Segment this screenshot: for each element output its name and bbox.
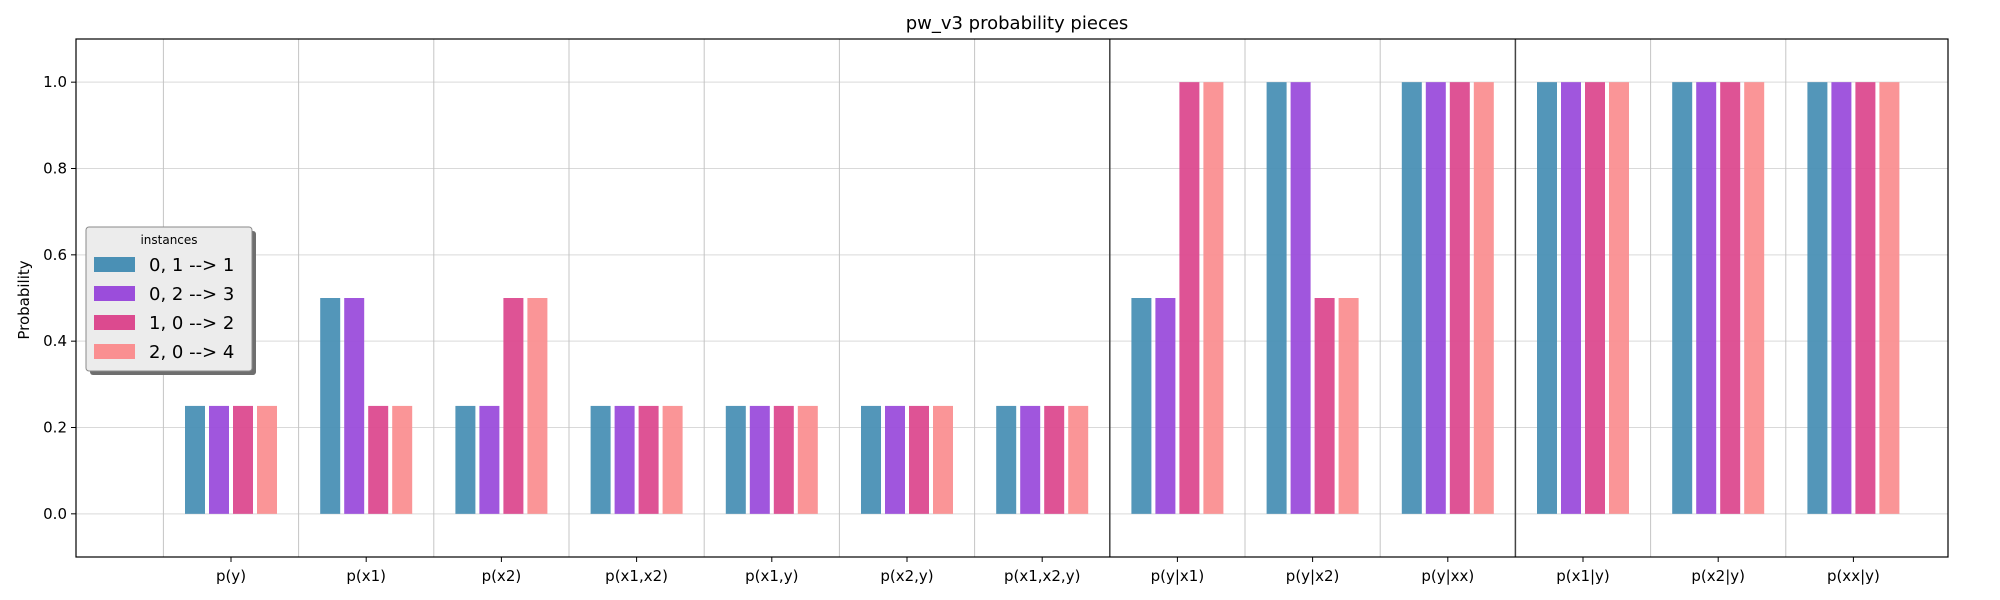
bar	[1179, 82, 1200, 514]
bar	[1131, 298, 1152, 514]
bar	[344, 298, 365, 514]
x-tick-label: p(y|xx)	[1421, 567, 1474, 585]
bar	[1401, 82, 1422, 514]
legend-label: 0, 2 --> 3	[149, 284, 234, 305]
x-tick-label: p(xx|y)	[1827, 567, 1880, 585]
legend-label: 0, 1 --> 1	[149, 255, 234, 276]
y-tick-label: 0.4	[43, 332, 67, 350]
bar	[773, 405, 794, 514]
x-tick-label: p(x1,x2)	[605, 567, 668, 585]
bar	[209, 405, 229, 514]
bar	[933, 405, 953, 514]
legend-swatch	[94, 315, 135, 330]
bar	[1585, 82, 1605, 514]
bar	[1338, 298, 1359, 514]
bar	[1203, 82, 1224, 514]
bar	[479, 405, 500, 514]
bar	[1696, 82, 1717, 514]
legend-title: instances	[140, 233, 197, 247]
y-tick-label: 0.2	[43, 419, 67, 437]
bar	[1266, 82, 1287, 514]
legend-swatch	[94, 257, 135, 272]
bar	[1609, 82, 1629, 514]
bar	[1720, 82, 1741, 514]
x-tick-label: p(x2)	[482, 567, 522, 585]
x-tick-label: p(x2,y)	[880, 567, 933, 585]
bar	[1473, 82, 1494, 514]
bar	[233, 405, 253, 514]
x-tick-label: p(x1,x2,y)	[1004, 567, 1080, 585]
y-tick-label: 0.8	[43, 160, 67, 178]
chart-title: pw_v3 probability pieces	[906, 13, 1129, 34]
legend: instances 0, 1 --> 1 0, 2 --> 3 1, 0 --> 2 2…	[85, 226, 256, 375]
bar	[1879, 82, 1900, 514]
x-tick-label: p(x1,y)	[745, 567, 798, 585]
y-axis-label: Probability	[15, 260, 33, 339]
bar	[1807, 82, 1828, 514]
x-tick-label: p(y|x1)	[1151, 567, 1205, 585]
bar	[1561, 82, 1581, 514]
x-tick-label: p(y)	[216, 567, 246, 585]
bar	[662, 405, 683, 514]
bar	[749, 405, 770, 514]
legend-label: 2, 0 --> 4	[149, 342, 234, 363]
bar	[257, 405, 277, 514]
bar	[185, 405, 205, 514]
legend-swatch	[94, 286, 135, 301]
bar	[1449, 82, 1470, 514]
bar	[455, 405, 476, 514]
bar	[1020, 405, 1041, 514]
bar	[1068, 405, 1089, 514]
bar	[614, 405, 635, 514]
x-tick-label: p(x2|y)	[1691, 567, 1745, 585]
bar	[320, 298, 341, 514]
bar	[1044, 405, 1065, 514]
bar	[909, 405, 929, 514]
y-tick-label: 0.6	[43, 246, 67, 264]
bar	[1155, 298, 1176, 514]
bar	[1290, 82, 1311, 514]
bar	[590, 405, 611, 514]
x-tick-label: p(x1|y)	[1556, 567, 1610, 585]
bar	[725, 405, 746, 514]
bar	[885, 405, 905, 514]
x-tick-label: p(y|x2)	[1286, 567, 1340, 585]
bar	[638, 405, 659, 514]
bar	[368, 405, 389, 514]
legend-label: 1, 0 --> 2	[149, 313, 234, 334]
legend-swatch	[94, 344, 135, 359]
axes-layer: 0.0 0.2 0.4 0.6 0.8 1.0 p(y) p(x1) p(x2) p(x1,x2)…	[43, 38, 1949, 585]
bar	[1425, 82, 1446, 514]
bar	[527, 298, 548, 514]
bar	[996, 405, 1017, 514]
y-tick-label: 0.0	[43, 505, 67, 523]
plot-frame	[75, 38, 1949, 558]
bar	[797, 405, 818, 514]
bar	[1831, 82, 1852, 514]
bar	[1314, 298, 1335, 514]
y-tick-label: 1.0	[43, 73, 67, 91]
bar	[1855, 82, 1876, 514]
bars-layer	[185, 82, 1900, 514]
bar	[1537, 82, 1557, 514]
bar	[503, 298, 524, 514]
bar	[861, 405, 881, 514]
x-tick-label: p(x1)	[346, 567, 386, 585]
bar	[1672, 82, 1693, 514]
bar	[1744, 82, 1765, 514]
bar	[392, 405, 413, 514]
